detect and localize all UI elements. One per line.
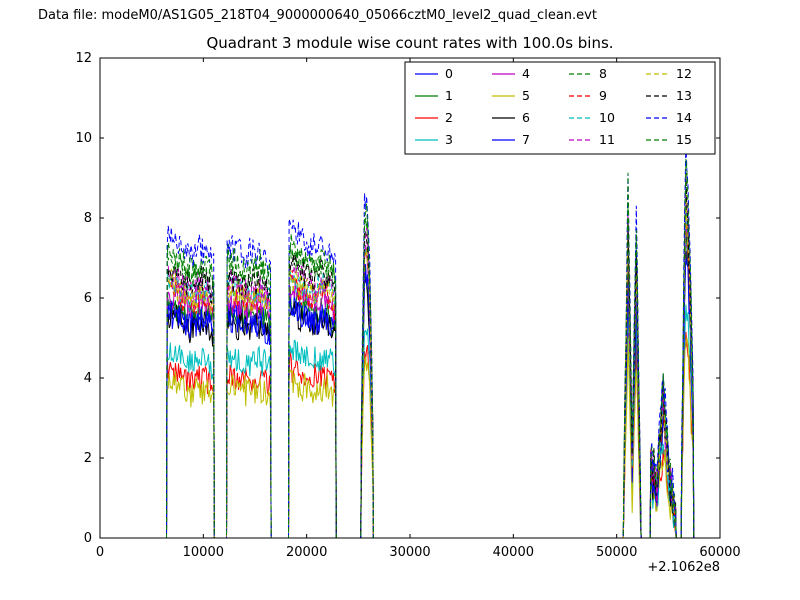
series-line-12 xyxy=(166,190,695,538)
data-file-label: Data file: modeM0/AS1G05_218T04_90000006… xyxy=(38,8,597,23)
legend-label-15: 15 xyxy=(676,132,692,147)
legend-label-4: 4 xyxy=(522,66,530,81)
x-tick-label: 30000 xyxy=(389,545,430,560)
x-tick-label: 40000 xyxy=(493,545,534,560)
legend-label-10: 10 xyxy=(599,110,615,125)
y-tick-label: 4 xyxy=(84,371,92,386)
legend-label-0: 0 xyxy=(445,66,453,81)
legend-label-9: 9 xyxy=(599,88,607,103)
x-tick-label: 60000 xyxy=(699,545,740,560)
chart-title: Quadrant 3 module wise count rates with … xyxy=(206,34,614,52)
series-line-6 xyxy=(166,251,695,538)
y-tick-label: 6 xyxy=(84,291,92,306)
series-line-13 xyxy=(166,172,695,538)
series-line-2 xyxy=(166,331,695,538)
series-line-14 xyxy=(166,143,695,538)
y-tick-label: 0 xyxy=(84,531,92,546)
x-tick-label: 50000 xyxy=(596,545,637,560)
series-line-5 xyxy=(166,337,695,538)
series-line-7 xyxy=(166,257,695,538)
legend-label-6: 6 xyxy=(522,110,530,125)
series-line-1 xyxy=(166,231,695,538)
x-tick-label: 0 xyxy=(96,545,104,560)
x-tick-label: 10000 xyxy=(183,545,224,560)
x-tick-label: 20000 xyxy=(286,545,327,560)
legend-label-11: 11 xyxy=(599,132,615,147)
series-line-3 xyxy=(166,294,695,538)
series-line-15 xyxy=(166,158,695,538)
x-axis-offset-label: +2.1062e8 xyxy=(647,560,720,575)
series-line-8 xyxy=(166,175,695,538)
y-tick-label: 12 xyxy=(75,51,92,66)
legend-label-7: 7 xyxy=(522,132,530,147)
y-tick-label: 8 xyxy=(84,211,92,226)
y-tick-label: 2 xyxy=(84,451,92,466)
legend-label-5: 5 xyxy=(522,88,530,103)
legend-label-3: 3 xyxy=(445,132,453,147)
legend-label-12: 12 xyxy=(676,66,692,81)
legend-label-14: 14 xyxy=(676,110,692,125)
legend-label-8: 8 xyxy=(599,66,607,81)
legend-label-13: 13 xyxy=(676,88,692,103)
legend-label-2: 2 xyxy=(445,110,453,125)
legend-label-1: 1 xyxy=(445,88,453,103)
legend-box xyxy=(404,61,716,155)
y-tick-label: 10 xyxy=(75,131,92,146)
